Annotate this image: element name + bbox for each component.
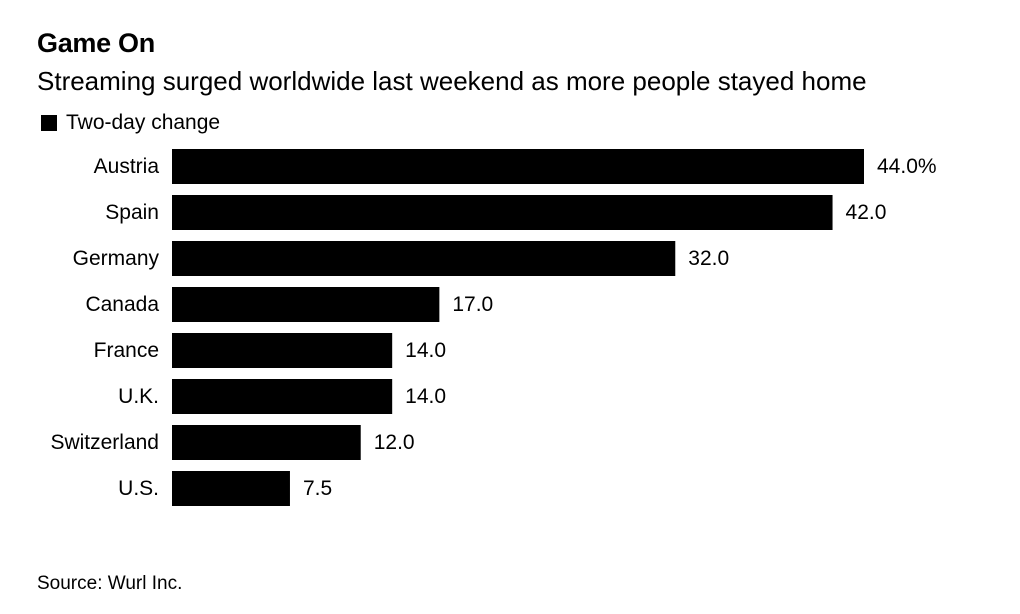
value-label: 42.0 [846,201,887,224]
category-label: Spain [105,201,159,224]
bar [172,195,833,230]
bar [172,149,864,184]
bar [172,241,676,276]
category-label: Austria [94,155,160,178]
bar [172,379,393,414]
value-label: 12.0 [374,431,415,454]
category-label: France [94,339,159,362]
category-label: Canada [85,293,159,316]
chart-subtitle: Streaming surged worldwide last weekend … [37,66,867,96]
category-label: U.K. [118,385,159,408]
chart-legend: Two-day change [41,111,220,135]
legend-swatch [41,115,57,131]
value-label: 44.0% [877,155,937,178]
category-label: Germany [73,247,160,270]
category-label: Switzerland [50,431,159,454]
value-label: 14.0 [405,339,446,362]
value-label: 17.0 [452,293,493,316]
value-label: 14.0 [405,385,446,408]
value-label: 7.5 [303,477,332,500]
bar [172,287,440,322]
legend-label: Two-day change [66,111,221,134]
bar [172,425,361,460]
value-label: 32.0 [688,247,729,270]
source-note: Source: Wurl Inc. [37,573,183,594]
bar [172,471,290,506]
chart-title: Game On [37,28,155,58]
bar [172,333,393,368]
category-label: U.S. [118,477,159,500]
